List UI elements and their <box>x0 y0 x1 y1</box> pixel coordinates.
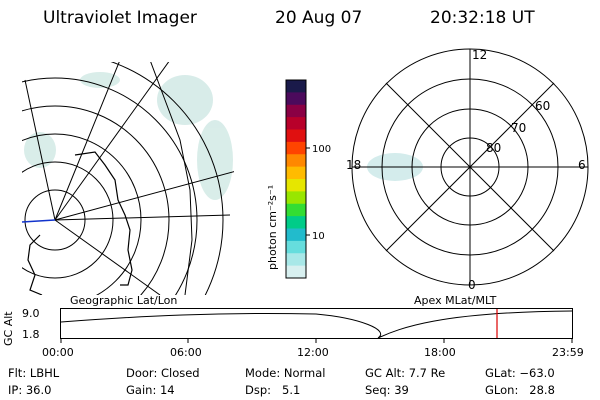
colorbar-segment <box>286 80 306 93</box>
colorbar-segment <box>286 179 306 192</box>
altitude-tick-top: 9.0 <box>22 307 40 320</box>
glat-value: −63.0 <box>519 366 555 380</box>
observation-date: 20 Aug 07 <box>275 8 363 28</box>
colorbar-segment <box>286 154 306 168</box>
ip-value: 36.0 <box>25 383 52 397</box>
altitude-curve <box>60 310 573 339</box>
apex-caption: Apex MLat/MLT <box>414 294 497 307</box>
gc-alt-value: 7.7 Re <box>408 366 446 380</box>
colorbar-segment <box>286 228 306 242</box>
mlat-label-70: 70 <box>511 121 526 135</box>
glon-info: GLon: 28.8 <box>485 383 555 397</box>
gc-alt-info: GC Alt: 7.7 Re <box>365 366 446 380</box>
gain-info: Gain: 14 <box>126 383 175 397</box>
mode-value: Normal <box>283 366 326 380</box>
glat-info: GLat: −63.0 <box>485 366 555 380</box>
seq-value: 39 <box>394 383 409 397</box>
colorbar-segment <box>286 191 306 205</box>
colorbar-tick-100: 100 <box>312 144 331 155</box>
apex-polar-plot: 12 18 6 0 60 70 80 <box>346 48 589 292</box>
altitude-tick-bottom: 1.8 <box>22 328 40 341</box>
colorbar-segment <box>286 141 306 155</box>
gain-value: 14 <box>159 383 175 397</box>
mode-info: Mode: Normal <box>245 366 326 380</box>
filter-info: Flt: LBHL <box>8 366 60 380</box>
colorbar-segment <box>286 240 306 254</box>
altitude-strip <box>60 308 573 343</box>
colorbar-tick-10: 10 <box>312 231 325 242</box>
glon-value: 28.8 <box>529 383 555 397</box>
colorbar-segment <box>286 92 306 106</box>
time-tick-0600: 06:00 <box>170 346 202 359</box>
colorbar-segment <box>286 203 306 217</box>
satellite-track <box>21 219 56 223</box>
dsp-info: Dsp: 5.1 <box>245 383 301 397</box>
colorbar-segment <box>286 265 306 279</box>
observation-time: 20:32:18 UT <box>430 8 535 28</box>
filter-value: LBHL <box>29 366 60 380</box>
colorbar-segment <box>286 117 306 130</box>
colorbar-segment <box>286 166 306 180</box>
colorbar-segment <box>286 253 306 267</box>
altitude-axis-label: GC Alt <box>2 311 15 346</box>
colorbar-segment <box>286 129 306 143</box>
instrument-title: Ultraviolet Imager <box>43 8 197 28</box>
geographic-caption: Geographic Lat/Lon <box>70 294 178 307</box>
mlat-label-60: 60 <box>535 99 550 113</box>
mlt-label-0: 0 <box>468 278 476 292</box>
aurora-emission <box>24 72 233 200</box>
door-value: Closed <box>160 366 200 380</box>
colorbar-unit-label: photon cm⁻²s⁻¹ <box>266 185 279 270</box>
mlt-label-18: 18 <box>346 158 361 172</box>
time-tick-0000: 00:00 <box>42 346 74 359</box>
geographic-map <box>21 62 234 295</box>
door-info: Door: Closed <box>126 366 200 380</box>
ip-info: IP: 36.0 <box>8 383 52 397</box>
intensity-colorbar: 100 10 photon cm⁻²s⁻¹ <box>266 79 331 279</box>
mlt-label-12: 12 <box>472 48 487 62</box>
time-tick-1200: 12:00 <box>297 346 329 359</box>
mlat-label-80: 80 <box>486 141 501 155</box>
seq-info: Seq: 39 <box>365 383 409 397</box>
colorbar-segment <box>286 216 306 229</box>
dsp-value: 5.1 <box>282 383 301 397</box>
colorbar-segment <box>286 104 306 118</box>
time-tick-2359: 23:59 <box>552 346 584 359</box>
mlt-label-6: 6 <box>578 158 586 172</box>
time-tick-1800: 18:00 <box>424 346 456 359</box>
